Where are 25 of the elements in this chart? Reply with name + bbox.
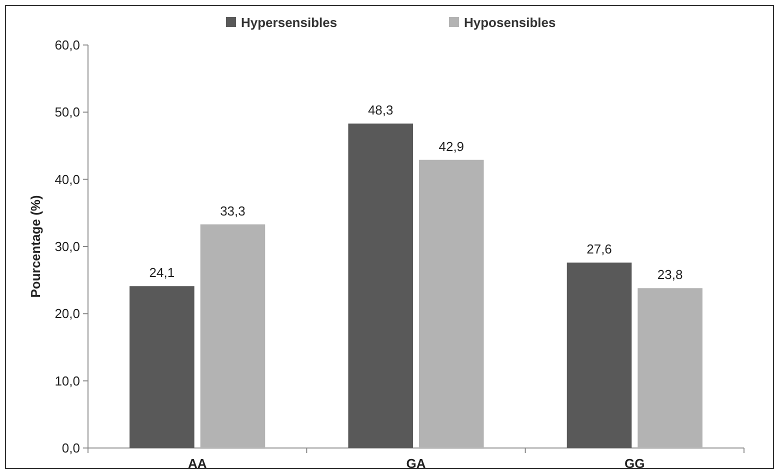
bar (638, 288, 702, 448)
bar (566, 262, 632, 448)
bar (419, 160, 484, 448)
y-axis-title: Pourcentage (%) (28, 195, 43, 298)
data-label: 27,6 (586, 242, 612, 257)
bar (200, 224, 266, 448)
y-tick-label: 10,0 (54, 373, 80, 388)
bar (348, 124, 413, 448)
x-tick-label: GG (624, 456, 645, 471)
legend-label: Hyposensibles (464, 15, 556, 30)
data-label: 48,3 (368, 102, 394, 118)
data-label: 23,8 (657, 267, 683, 282)
bar (130, 286, 194, 448)
y-tick-label: 60,0 (54, 38, 80, 53)
legend-label: Hypersensibles (241, 15, 338, 30)
y-tick-label: 0,0 (62, 440, 80, 456)
data-label: 24,1 (149, 265, 175, 280)
data-label: 42,9 (438, 138, 464, 154)
y-tick-label: 20,0 (54, 306, 80, 322)
y-tick-label: 30,0 (54, 239, 80, 254)
y-tick-label: 40,0 (54, 172, 80, 187)
x-tick-label: GA (406, 456, 426, 471)
y-tick-label: 50,0 (54, 104, 80, 120)
x-tick-label: AA (188, 456, 208, 471)
data-label: 33,3 (220, 203, 246, 218)
